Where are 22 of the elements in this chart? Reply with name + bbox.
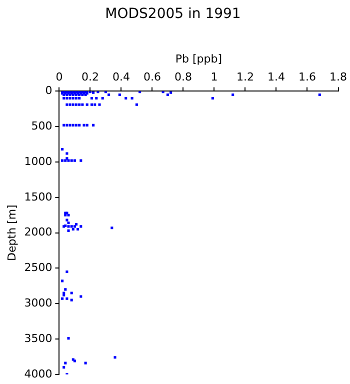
x-tick-label: 0 — [56, 70, 63, 84]
x-tick-label: 0.8 — [174, 70, 192, 84]
y-axis-title: Depth [m] — [5, 204, 18, 261]
x-tick-label: 0.4 — [112, 70, 130, 84]
y-tick-label: 1500 — [24, 190, 52, 204]
x-tick-label: 1 — [210, 70, 218, 84]
x-tick-label: 1.6 — [298, 70, 316, 84]
x-tick-label: 1.2 — [236, 70, 254, 84]
y-tick-label: 3000 — [24, 296, 52, 310]
y-tick-label: 2500 — [24, 261, 52, 274]
x-tick-label: 0.6 — [143, 70, 161, 84]
y-tick-label: 1000 — [24, 154, 52, 168]
x-tick-label: 0.2 — [81, 70, 99, 84]
x-tick-label: 1.8 — [330, 70, 348, 84]
x-tick-label: 1.4 — [267, 70, 285, 84]
chart-title: MODS2005 in 1991 — [105, 6, 241, 22]
x-axis-title: Pb [ppb] — [175, 52, 222, 66]
y-tick-label: 500 — [31, 119, 52, 132]
y-tick-label: 0 — [45, 84, 52, 98]
y-tick-label: 3500 — [24, 332, 52, 345]
y-tick-label: 4000 — [24, 367, 52, 380]
y-tick-label: 2000 — [24, 226, 52, 239]
